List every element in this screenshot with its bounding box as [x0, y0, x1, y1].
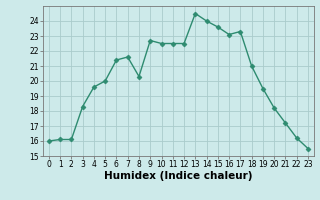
- X-axis label: Humidex (Indice chaleur): Humidex (Indice chaleur): [104, 171, 253, 181]
